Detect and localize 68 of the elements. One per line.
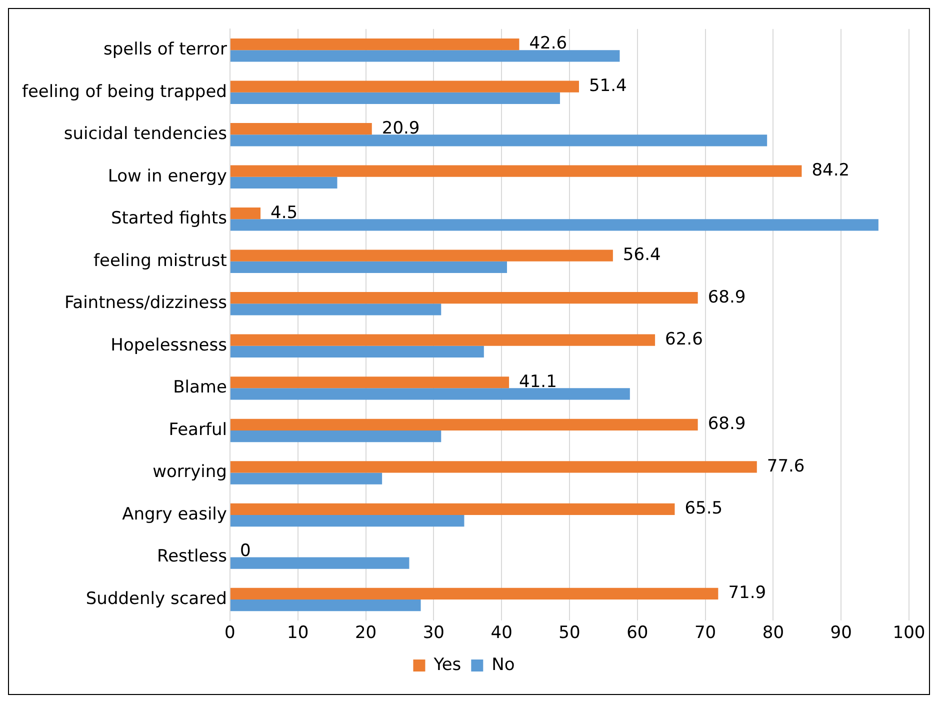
bar <box>230 334 656 346</box>
data-label: 51.4 <box>588 76 627 96</box>
y-tick-label: feeling mistrust <box>94 250 228 271</box>
data-label: 42.6 <box>529 34 568 54</box>
bar <box>230 503 675 515</box>
y-tick-label: Restless <box>157 546 228 567</box>
y-tick-label: suicidal tendencies <box>64 124 228 144</box>
bar <box>230 92 560 104</box>
y-tick-label: Faintness/dizziness <box>64 293 228 314</box>
data-label: 62.6 <box>665 330 703 350</box>
bar <box>230 134 768 146</box>
bar <box>230 50 620 62</box>
x-tick-label: 90 <box>830 623 852 644</box>
y-tick-label: Suddenly scared <box>86 588 227 609</box>
bar <box>230 346 484 358</box>
data-label: 20.9 <box>382 118 420 138</box>
bar <box>230 165 802 177</box>
x-tick-label: 40 <box>490 623 512 644</box>
data-label: 56.4 <box>622 245 661 266</box>
y-tick-label: spells of terror <box>104 40 227 60</box>
bar <box>230 557 410 569</box>
data-label: 84.2 <box>812 160 850 181</box>
y-tick-label: Blame <box>173 378 227 398</box>
y-tick-label: Low in energy <box>108 166 227 186</box>
bar <box>230 472 382 484</box>
y-tick-label: worrying <box>152 462 227 482</box>
x-tick-label: 0 <box>224 623 236 644</box>
y-tick-label: Hopelessness <box>110 335 228 356</box>
legend-label: No <box>492 654 515 675</box>
bar <box>230 38 520 50</box>
bar <box>230 418 698 430</box>
bar <box>230 176 338 189</box>
bar <box>230 514 464 527</box>
x-tick-label: 50 <box>558 623 580 644</box>
x-tick-label: 100 <box>892 623 926 644</box>
y-tick-label: Fearful <box>168 420 227 440</box>
bar <box>230 588 718 600</box>
data-label: 68.9 <box>708 414 746 434</box>
bar <box>230 376 510 388</box>
bar <box>230 250 613 262</box>
x-tick-label: 80 <box>762 623 784 644</box>
x-tick-label: 10 <box>287 623 309 644</box>
legend-label: Yes <box>432 654 462 675</box>
bar <box>230 430 442 442</box>
data-label: 0 <box>240 540 251 561</box>
data-label: 41.1 <box>519 372 557 392</box>
data-label: 68.9 <box>708 287 746 308</box>
y-tick-label: Angry easily <box>122 504 227 524</box>
bar <box>230 208 261 220</box>
bar <box>230 461 757 473</box>
bar <box>230 80 579 92</box>
x-tick-label: 70 <box>694 623 716 644</box>
bar <box>230 123 372 135</box>
y-tick-label: feeling of being trapped <box>22 82 227 102</box>
x-tick-label: 60 <box>626 623 648 644</box>
bar <box>230 388 630 400</box>
x-tick-label: 30 <box>422 623 444 644</box>
bar <box>230 304 442 316</box>
bar <box>230 599 421 612</box>
bar <box>230 219 878 231</box>
data-label: 71.9 <box>728 583 766 604</box>
data-label: 65.5 <box>684 498 723 519</box>
bar <box>230 261 508 274</box>
bar <box>230 292 698 304</box>
y-tick-label: Started fights <box>110 208 228 229</box>
data-label: 77.6 <box>766 456 805 476</box>
data-label: 4.5 <box>270 202 298 223</box>
x-tick-label: 20 <box>354 623 377 644</box>
